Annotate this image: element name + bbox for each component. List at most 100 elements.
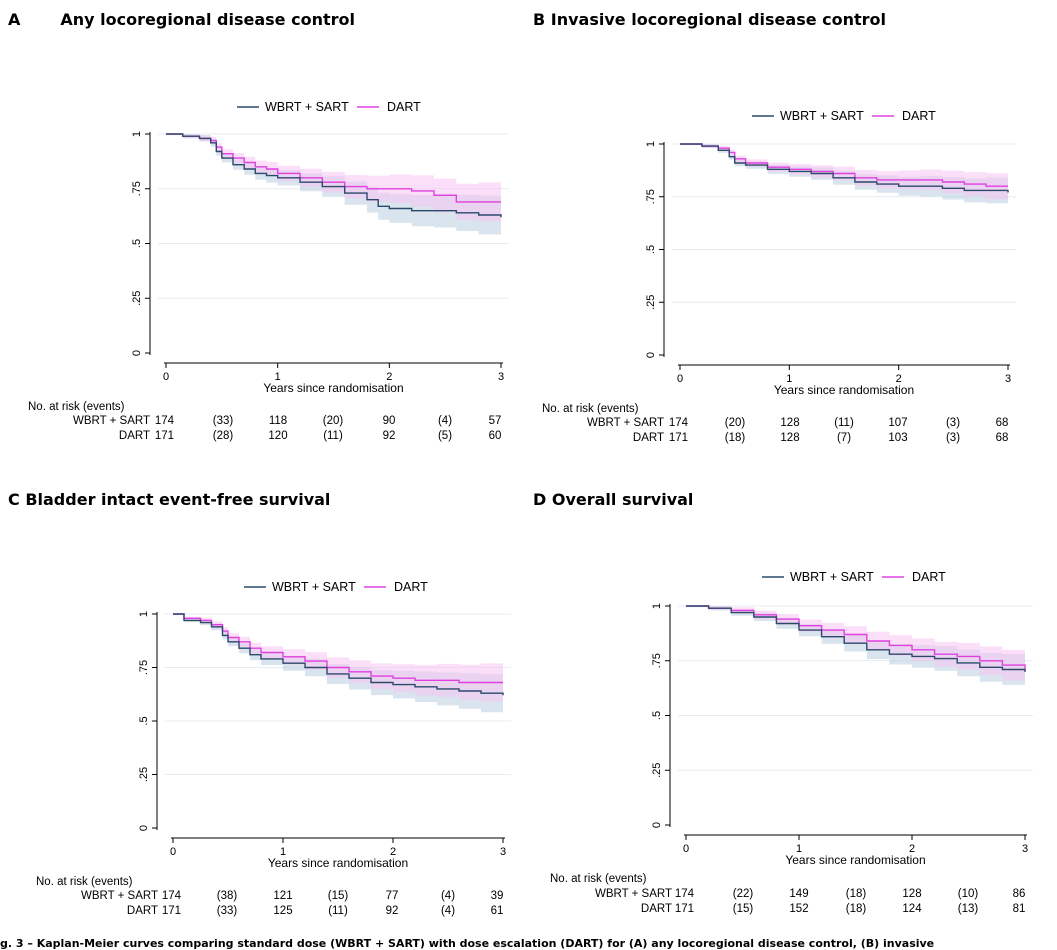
panel-a-risk-cell: 60 [489,430,502,442]
panel-d-y-tick-label: .75 [651,653,663,668]
panel-d-risk-cell: 171 [675,903,694,915]
panel-b-risk-cell: 174 [669,417,689,429]
panel-b-x-tick-label: 1 [786,373,792,385]
panel-a-risk-cell: (4) [438,415,452,427]
panel-a-ci-band-dart [166,134,501,223]
panel-d-y-tick-label: 1 [651,603,663,609]
panel-d-risk-cell: 174 [675,888,695,900]
panel-a-y-tick-label: .5 [131,239,143,248]
panel-c-risk-header: No. at risk (events) [36,876,133,888]
panel-c-x-tick-label: 0 [170,846,176,858]
panel-d-x-tick-label: 1 [796,843,802,855]
panel-d-y-tick-label: 0 [651,822,663,828]
panel-b-x-tick-label: 3 [1005,373,1011,385]
panel-a-risk-cell: (33) [213,415,234,427]
panel-c-letter: C [8,490,20,509]
panel-c-risk-cell: 125 [273,905,292,917]
panel-d-y-tick-label: .25 [651,763,663,778]
panel-a-risk-cell: 118 [269,415,287,427]
panel-c-legend-label-dart: DART [394,580,428,594]
panel-a-legend-label-dart: DART [387,100,421,114]
panel-a-risk-cell: 120 [268,430,287,442]
panel-a-risk-cell: (28) [213,430,234,442]
panel-a-line-dart [166,133,501,203]
panel-d-title-text: Overall survival [551,490,694,509]
figure-caption: g. 3 – Kaplan-Meier curves comparing sta… [0,937,935,950]
panel-b-y-tick-label: .5 [645,245,657,254]
panel-a-x-tick-label: 2 [386,371,392,383]
panel-d-risk-cell: (13) [958,903,979,915]
panel-c-line-wbrt-sart [173,613,504,696]
panel-b-y-tick-label: .25 [645,295,657,310]
panel-a-risk-header: No. at risk (events) [28,401,125,413]
panel-d-x-tick-label: 0 [683,843,689,855]
panel-c-y-tick-label: 0 [138,825,150,831]
panel-d-risk-cell: 124 [902,903,922,915]
panel-c-risk-cell: 39 [491,890,504,902]
panel-b-title: B Invasive locoregional disease control [533,10,886,29]
panel-c-risk-cell: 171 [162,905,181,917]
panel-c-x-axis-label: Years since randomisation [268,856,408,870]
panel-c-x-tick-label: 2 [390,846,396,858]
panel-d-line-dart [686,605,1026,672]
panel-c-risk-row-label: WBRT + SART [81,890,158,902]
panel-d-plot: 0 .25 .5 .75 1 0 1 2 3 Years since randomisation W… [550,570,1033,915]
panel-a-y-tick-label: .75 [131,181,143,196]
panel-c-risk-cell: (11) [328,905,348,917]
panel-d-x-axis-label: Years since randomisation [785,853,925,867]
panel-a-title: A Any locoregional disease control [8,10,355,29]
panel-b-title-text: Invasive locoregional disease control [550,10,887,29]
panel-d-y-tick-label: .5 [651,711,663,720]
panel-c-risk-cell: 61 [491,905,504,917]
panel-a-title-text: Any locoregional disease control [60,10,355,29]
panel-a-risk-cell: 171 [155,430,174,442]
panel-a-x-tick-label: 3 [498,371,504,383]
panel-b-risk-row-label: WBRT + SART [587,417,664,429]
panel-d-risk-cell: 152 [789,903,808,915]
panel-d-risk-cell: 149 [789,888,808,900]
panel-c-y-tick-label: .5 [138,716,150,725]
panel-d-x-tick-label: 2 [909,843,915,855]
panel-c-x-tick-label: 3 [500,846,506,858]
panel-b-risk-cell: (18) [725,432,746,444]
panel-b-risk-header: No. at risk (events) [542,403,639,415]
panel-c-legend-label-wbrt: WBRT + SART [272,580,356,594]
panel-a-plot: 0 .25 .5 .75 1 0 1 2 3 Years since randomisation W… [28,100,509,442]
panel-c-title: C Bladder intact event-free survival [8,490,330,509]
panel-d-risk-cell: 86 [1013,888,1026,900]
panel-a-risk-row-label: WBRT + SART [73,415,150,427]
panel-a-x-tick-label: 0 [163,371,169,383]
panel-b-risk-cell: (3) [946,417,960,429]
panel-c-risk-cell: (38) [217,890,238,902]
panel-d-risk-cell: 81 [1013,903,1026,915]
panel-b-y-tick-label: 0 [645,352,657,358]
panel-c-risk-cell: 92 [386,905,399,917]
panel-b-plot: 0 .25 .5 .75 1 0 1 2 3 Years since randomisation W… [542,109,1016,444]
panel-a-legend-label-wbrt: WBRT + SART [265,100,349,114]
panel-c-plot: 0 .25 .5 .75 1 0 1 2 3 Years since randomisation W… [36,580,511,917]
panel-b-x-tick-label: 2 [896,373,902,385]
panel-a-risk-cell: 57 [489,415,502,427]
panel-a-risk-cell: (5) [438,430,452,442]
panel-b-legend-label-dart: DART [902,109,936,123]
panel-c-title-text: Bladder intact event-free survival [25,490,331,509]
panel-a-risk-cell: (20) [323,415,344,427]
panel-b-risk-cell: 68 [996,432,1009,444]
panel-c-x-tick-label: 1 [280,846,286,858]
panel-d-ci-band-wbrt [686,606,1025,689]
panel-d-legend-label-dart: DART [912,570,946,584]
panel-c-risk-cell: (4) [441,890,455,902]
panel-a-y-tick-label: .25 [131,291,143,306]
panel-c-y-tick-label: 1 [138,611,150,617]
panel-b-risk-cell: 103 [888,432,907,444]
panel-b-legend-label-wbrt: WBRT + SART [780,109,864,123]
panel-d-risk-row-label: WBRT + SART [595,888,672,900]
panel-d-risk-cell: (15) [733,903,754,915]
panel-d-title: D Overall survival [533,490,693,509]
panel-d-x-tick-label: 3 [1022,843,1028,855]
panel-b-risk-cell: 128 [780,417,799,429]
panel-b-letter: B [533,10,546,29]
panel-b-x-axis-label: Years since randomisation [774,383,914,397]
panel-b-risk-cell: 107 [888,417,907,429]
